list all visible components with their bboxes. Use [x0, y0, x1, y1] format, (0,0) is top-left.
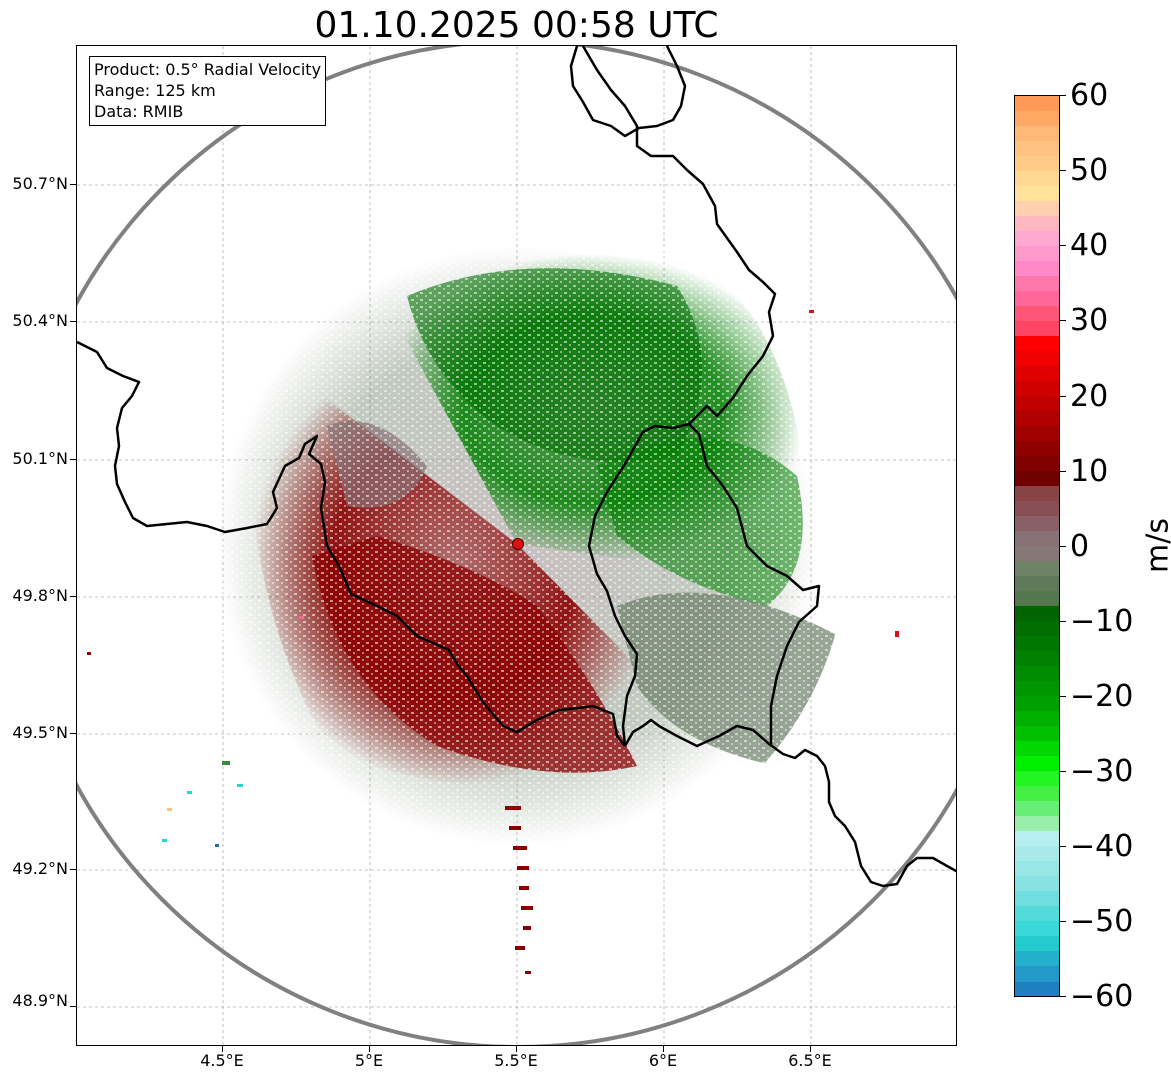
colorbar-svg [1015, 96, 1059, 996]
colorbar-label: 30 [1070, 303, 1109, 338]
velocity-colorbar [1014, 95, 1060, 997]
colorbar-tick [1060, 846, 1066, 847]
colorbar-tick [1060, 245, 1066, 246]
xtick-label: 5°E [354, 1051, 384, 1070]
ytick-mark [70, 596, 76, 597]
southern-echo-streak [505, 806, 533, 974]
xtick-mark [369, 1046, 370, 1052]
radar-map-svg [77, 46, 956, 1045]
colorbar-label: −10 [1070, 604, 1134, 639]
colorbar-label: 60 [1070, 78, 1109, 113]
colorbar-tick [1060, 621, 1066, 622]
info-range: Range: 125 km [94, 81, 216, 100]
colorbar-tick [1060, 771, 1066, 772]
xtick-mark [663, 1046, 664, 1052]
ytick-label: 50.4°N [12, 311, 68, 330]
xtick-mark [222, 1046, 223, 1052]
ytick-label: 49.2°N [12, 859, 68, 878]
velocity-echoes [188, 214, 848, 874]
ytick-label: 50.7°N [12, 174, 68, 193]
ytick-mark [70, 459, 76, 460]
colorbar-label: −20 [1070, 679, 1134, 714]
map-title: 01.10.2025 00:58 UTC [314, 5, 719, 46]
colorbar-label: 20 [1070, 379, 1109, 414]
colorbar-unit-label: m/s [1140, 518, 1171, 573]
ytick-mark [70, 321, 76, 322]
ytick-label: 48.9°N [12, 991, 68, 1010]
xtick-label: 5.5°E [494, 1051, 538, 1070]
colorbar-tick [1060, 921, 1066, 922]
ytick-label: 50.1°N [12, 449, 68, 468]
ytick-label: 49.8°N [12, 586, 68, 605]
radar-site-marker [512, 538, 524, 550]
colorbar-label: 50 [1070, 153, 1109, 188]
scattered-clutter [87, 310, 899, 847]
ytick-mark [70, 733, 76, 734]
colorbar-label: −40 [1070, 829, 1134, 864]
xtick-mark [516, 1046, 517, 1052]
colorbar-label: 0 [1070, 529, 1090, 564]
ytick-mark [70, 869, 76, 870]
ytick-mark [70, 184, 76, 185]
colorbar-label: −30 [1070, 754, 1134, 789]
colorbar-tick [1060, 95, 1066, 96]
radar-map[interactable] [76, 45, 957, 1046]
country-borders [77, 46, 956, 888]
info-product: Product: 0.5° Radial Velocity [94, 60, 322, 79]
info-data: Data: RMIB [94, 102, 184, 121]
colorbar-label: 10 [1070, 454, 1109, 489]
ytick-label: 49.5°N [12, 723, 68, 742]
colorbar-tick [1060, 471, 1066, 472]
xtick-label: 6°E [648, 1051, 678, 1070]
ytick-mark [70, 1006, 76, 1007]
xtick-label: 4.5°E [200, 1051, 244, 1070]
xtick-label: 6.5°E [788, 1051, 832, 1070]
colorbar-tick [1060, 396, 1066, 397]
colorbar-tick [1060, 320, 1066, 321]
product-info-box: Product: 0.5° Radial Velocity Range: 125… [89, 56, 327, 126]
colorbar-label: −50 [1070, 904, 1134, 939]
colorbar-tick [1060, 170, 1066, 171]
colorbar-tick [1060, 696, 1066, 697]
xtick-mark [810, 1046, 811, 1052]
colorbar-label: −60 [1070, 979, 1134, 1014]
colorbar-tick [1060, 546, 1066, 547]
colorbar-steps [1015, 96, 1059, 996]
colorbar-tick [1060, 996, 1066, 997]
colorbar-label: 40 [1070, 228, 1109, 263]
